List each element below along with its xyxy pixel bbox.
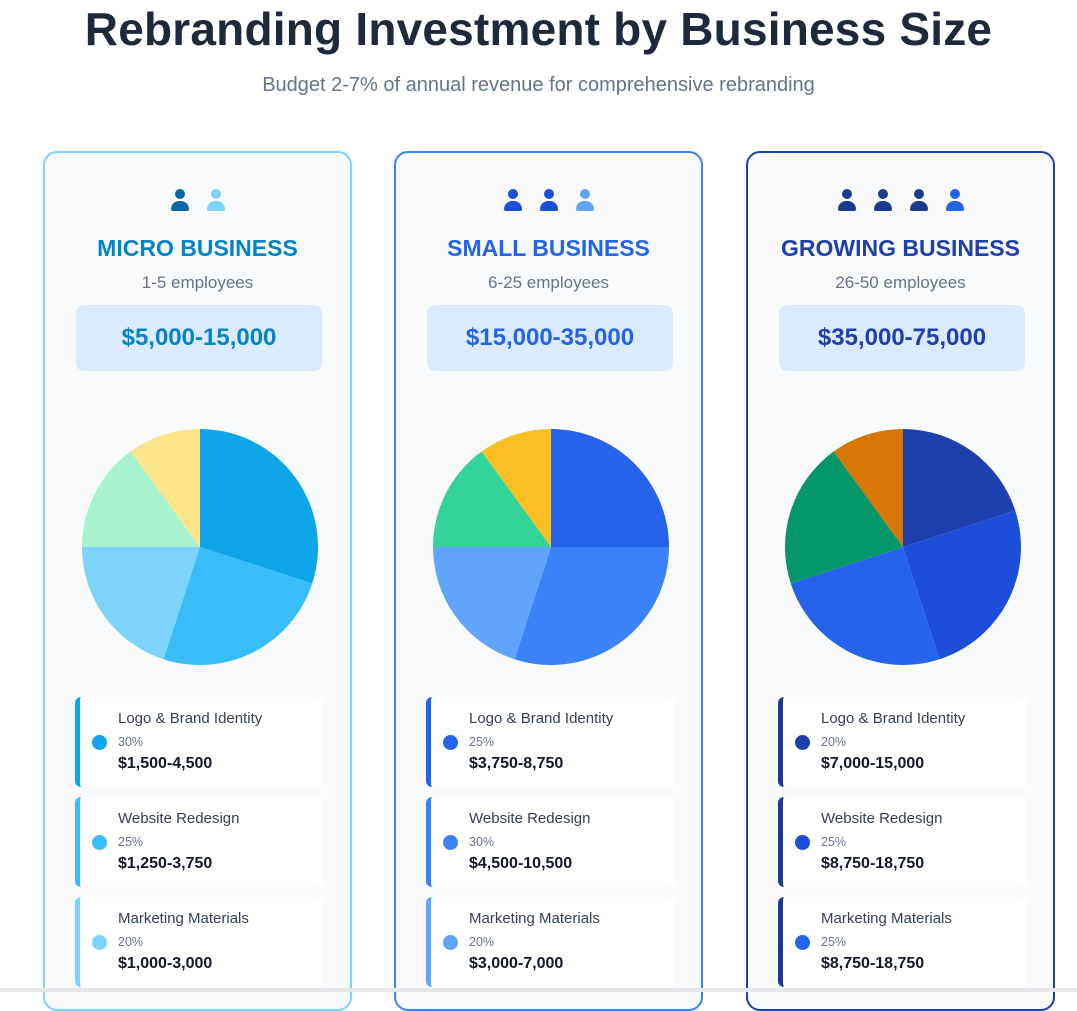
pie-slice [903,429,1016,547]
item-name: Marketing Materials [469,910,600,927]
pie-slice [903,510,1021,660]
item-amount: $1,250-3,750 [118,855,213,872]
item-name: Website Redesign [821,810,943,827]
tier-employees: 6-25 employees [488,273,609,292]
person-icon [169,188,191,214]
item-amount: $8,750-18,750 [821,955,925,972]
breakdown-item: Marketing Materials 25% $8,750-18,750 [778,897,1026,987]
item-name: Website Redesign [118,810,240,827]
people-icons [45,188,350,216]
tier-employees: 26-50 employees [835,273,966,292]
item-name: Marketing Materials [821,910,952,927]
tier-card: SMALL BUSINESS 6-25 employees $15,000-35,0… [394,151,703,1011]
budget-range: $35,000-75,000 [779,305,1025,371]
item-amount: $4,500-10,500 [469,855,573,872]
item-name: Marketing Materials [118,910,249,927]
breakdown-item: Website Redesign 30% $4,500-10,500 [426,797,674,887]
legend-dot [443,935,458,950]
pie-chart [82,429,318,665]
item-percent: 20% [469,935,495,949]
pie-slice [785,451,903,584]
pie-slice [163,547,313,665]
legend-dot [92,935,107,950]
pie-slice [200,429,318,584]
page-title: Rebranding Investment by Business Size [84,3,993,55]
person-icon [908,188,930,214]
item-name: Logo & Brand Identity [821,710,966,727]
breakdown-item: Marketing Materials 20% $1,000-3,000 [75,897,323,987]
person-icon [205,188,227,214]
legend-dot [795,835,810,850]
breakdown-item: Logo & Brand Identity 25% $3,750-8,750 [426,697,674,787]
breakdown-list: Logo & Brand Identity 20% $7,000-15,000 Web… [778,697,1026,997]
legend-dot [92,835,107,850]
item-percent: 30% [469,835,495,849]
breakdown-list: Logo & Brand Identity 30% $1,500-4,500 Webs… [75,697,323,997]
item-amount: $1,000-3,000 [118,955,213,972]
item-percent: 25% [469,735,495,749]
legend-dot [443,835,458,850]
item-percent: 25% [821,935,847,949]
budget-range: $5,000-15,000 [76,305,322,371]
person-icon [538,188,560,214]
tier-name: MICRO BUSINESS [97,235,298,261]
pie-slice [82,451,200,547]
pie-slice [790,547,940,665]
legend-dot [92,735,107,750]
breakdown-item: Website Redesign 25% $8,750-18,750 [778,797,1026,887]
tier-employees: 1-5 employees [141,273,254,292]
pie-chart [785,429,1021,665]
person-icon [836,188,858,214]
pie-slice [433,547,551,660]
item-name: Logo & Brand Identity [118,710,263,727]
pie-slice [481,429,551,547]
pie-slice [833,429,903,547]
breakdown-item: Website Redesign 25% $1,250-3,750 [75,797,323,887]
item-name: Website Redesign [469,810,591,827]
item-percent: 25% [118,835,144,849]
breakdown-item: Logo & Brand Identity 30% $1,500-4,500 [75,697,323,787]
people-icons [396,188,701,216]
pie-slice [82,547,200,660]
item-amount: $7,000-15,000 [821,755,925,772]
person-icon [944,188,966,214]
tier-name: GROWING BUSINESS [781,235,1020,261]
pie-slice [551,429,669,547]
item-percent: 25% [821,835,847,849]
budget-range: $15,000-35,000 [427,305,673,371]
person-icon [502,188,524,214]
legend-dot [795,735,810,750]
tier-card: GROWING BUSINESS 26-50 employees $35,000-7… [746,151,1055,1011]
pie-chart [433,429,669,665]
item-amount: $1,500-4,500 [118,755,213,772]
item-percent: 30% [118,735,144,749]
page-subtitle: Budget 2-7% of annual revenue for compre… [262,74,815,96]
breakdown-list: Logo & Brand Identity 25% $3,750-8,750 Webs… [426,697,674,997]
item-percent: 20% [821,735,847,749]
people-icons [748,188,1053,216]
item-amount: $3,000-7,000 [469,955,564,972]
breakdown-item: Marketing Materials 20% $3,000-7,000 [426,897,674,987]
item-name: Logo & Brand Identity [469,710,614,727]
person-icon [872,188,894,214]
horizontal-scrollbar[interactable] [0,988,1077,992]
tier-card: MICRO BUSINESS 1-5 employees $5,000-15,000… [43,151,352,1011]
item-percent: 20% [118,935,144,949]
legend-dot [795,935,810,950]
pie-slice [433,451,551,547]
tier-name: SMALL BUSINESS [447,235,650,261]
person-icon [574,188,596,214]
pie-slice [514,547,669,665]
legend-dot [443,735,458,750]
pie-slice [130,429,200,547]
breakdown-item: Logo & Brand Identity 20% $7,000-15,000 [778,697,1026,787]
item-amount: $8,750-18,750 [821,855,925,872]
item-amount: $3,750-8,750 [469,755,564,772]
